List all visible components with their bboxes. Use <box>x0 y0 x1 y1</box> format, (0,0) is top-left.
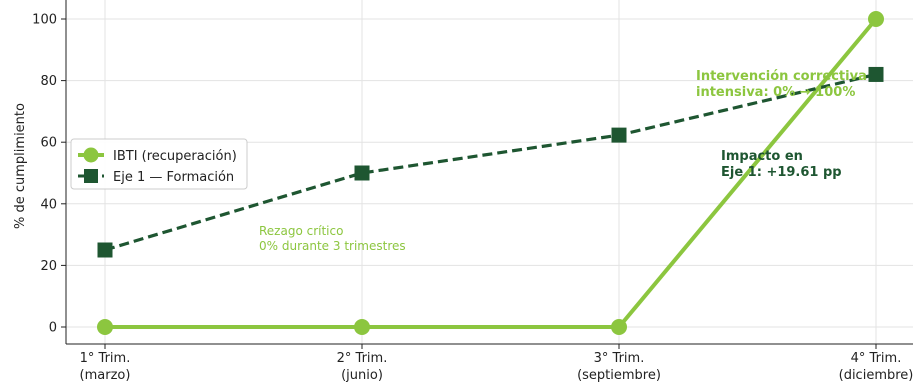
annotation-text: intensiva: 0% → 100% <box>696 85 855 100</box>
data-point <box>97 319 113 335</box>
annotation-text: Rezago crítico <box>259 224 343 238</box>
y-axis-label: % de cumplimiento <box>13 103 28 229</box>
legend-item: IBTI (recuperación) <box>78 147 237 164</box>
data-point <box>868 66 884 82</box>
x-tick-sublabel: (diciembre) <box>839 368 913 383</box>
data-point <box>611 127 627 143</box>
legend: IBTI (recuperación) Eje 1 — Formación <box>70 138 248 190</box>
y-tick-label: 60 <box>40 136 57 151</box>
y-tick-label: 0 <box>49 321 57 336</box>
y-ticks: 0 20 40 60 80 100 <box>32 13 66 336</box>
x-tick-label: 4° Trim. <box>851 351 902 366</box>
annotation-text: 0% durante 3 trimestres <box>259 239 406 253</box>
x-tick-sublabel: (marzo) <box>80 368 131 383</box>
legend-label: Eje 1 — Formación <box>113 170 234 185</box>
y-tick-label: 100 <box>32 13 57 28</box>
y-tick-label: 80 <box>40 74 57 89</box>
legend-marker <box>83 147 99 163</box>
y-tick-label: 40 <box>40 197 57 212</box>
data-point <box>868 11 884 27</box>
series-ibti <box>97 11 884 335</box>
series-line <box>104 72 877 252</box>
x-tick-label: 1° Trim. <box>80 351 131 366</box>
legend-label: IBTI (recuperación) <box>113 149 237 164</box>
annotation-text: Eje 1: +19.61 pp <box>721 165 842 180</box>
legend-marker <box>84 169 98 183</box>
legend-box <box>70 138 248 190</box>
data-point <box>97 242 113 258</box>
x-tick-label: 3° Trim. <box>594 351 645 366</box>
data-point <box>354 319 370 335</box>
series-line <box>105 17 878 329</box>
x-tick-sublabel: (junio) <box>341 368 383 383</box>
series <box>97 11 884 335</box>
data-point <box>611 319 627 335</box>
x-ticks: 1° Trim. (marzo) 2° Trim. (junio) 3° Trim. (s… <box>80 344 913 383</box>
annotation-text: Impacto en <box>721 149 803 164</box>
x-tick-sublabel: (septiembre) <box>577 368 661 383</box>
data-point <box>354 165 370 181</box>
y-tick-label: 20 <box>40 259 57 274</box>
axes <box>65 0 913 345</box>
x-tick-label: 2° Trim. <box>337 351 388 366</box>
legend-item: Eje 1 — Formación <box>78 169 234 185</box>
series-eje1 <box>97 66 884 258</box>
annotation-text: Intervención correctiva <box>696 69 867 84</box>
